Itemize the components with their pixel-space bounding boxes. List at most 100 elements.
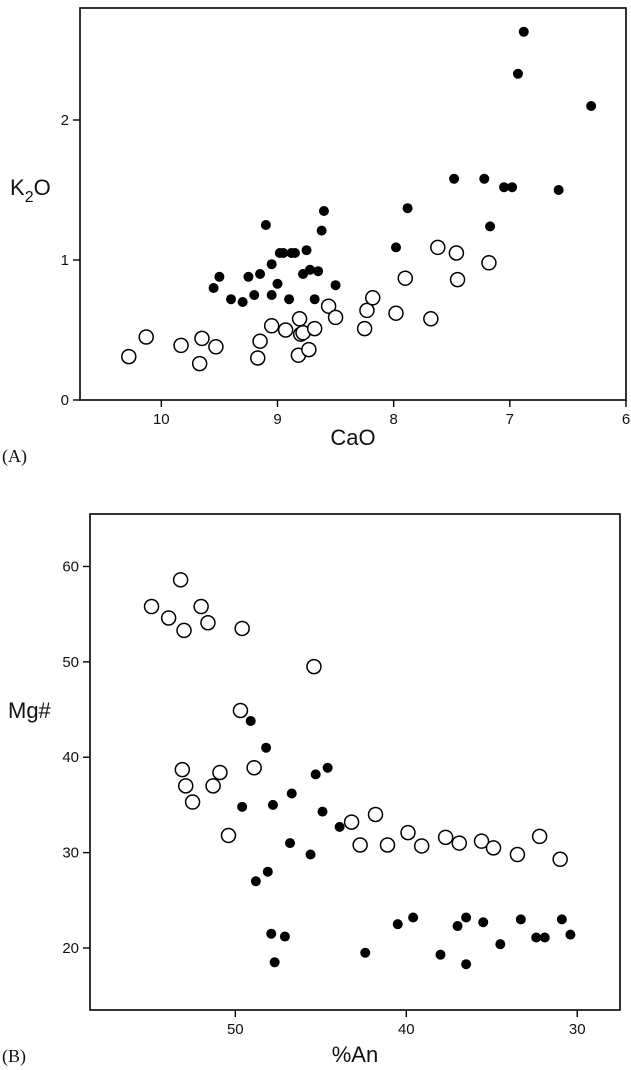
panel-b-x-axis-label: %An — [332, 1042, 378, 1067]
x-tick-label: 8 — [389, 411, 397, 428]
filled-data-point — [243, 271, 254, 282]
open-data-point — [252, 333, 268, 349]
filled-data-point — [305, 849, 316, 860]
open-data-point — [423, 311, 439, 327]
x-tick-label: 7 — [506, 411, 514, 428]
filled-data-point — [316, 225, 327, 236]
open-data-point — [388, 305, 404, 321]
y-tick-label: 20 — [62, 940, 79, 957]
open-data-point — [397, 270, 414, 286]
x-tick-label: 50 — [227, 1021, 244, 1038]
filled-data-point — [495, 939, 506, 950]
open-data-point — [364, 290, 381, 306]
panel-a-x-axis-label: CaO — [330, 425, 375, 450]
panel-b: 50 40 30 20 30 40 50 60 %An Mg# (B) — [2, 513, 621, 1067]
open-data-point — [437, 829, 454, 846]
filled-data-point — [507, 182, 518, 193]
open-data-point — [277, 322, 294, 338]
panel-a-frame — [79, 7, 627, 401]
x-tick-label: 10 — [153, 411, 170, 428]
open-data-point — [200, 614, 216, 631]
open-data-point — [306, 320, 323, 337]
panel-b-label: (B) — [2, 1046, 26, 1067]
open-data-point — [485, 840, 502, 856]
open-data-point — [138, 329, 154, 345]
open-data-point — [208, 339, 224, 355]
open-data-point — [320, 298, 337, 314]
filled-data-point — [272, 278, 283, 289]
filled-data-point — [214, 271, 225, 282]
filled-data-point — [515, 914, 526, 925]
open-data-point — [177, 778, 194, 794]
filled-data-point — [237, 801, 248, 812]
filled-data-point — [313, 266, 324, 277]
filled-data-point — [285, 838, 296, 849]
open-data-point — [306, 658, 322, 675]
filled-data-point — [565, 929, 576, 940]
filled-data-point — [392, 919, 403, 930]
filled-data-point — [245, 715, 256, 726]
panel-b-points — [143, 572, 576, 970]
filled-data-point — [586, 101, 597, 111]
open-data-point — [263, 318, 280, 334]
filled-data-point — [318, 206, 329, 216]
open-data-point — [531, 828, 548, 845]
filled-data-point — [260, 220, 271, 230]
open-data-point — [194, 330, 210, 347]
panel-a-y-label-sub: 2 — [25, 189, 34, 206]
open-data-point — [232, 702, 249, 719]
filled-data-point — [479, 173, 490, 184]
y-tick-label: 2 — [61, 112, 69, 129]
open-data-point — [379, 837, 396, 853]
filled-data-point — [452, 921, 463, 932]
open-data-point — [212, 764, 228, 781]
filled-data-point — [289, 248, 300, 258]
x-tick-label: 6 — [622, 411, 630, 428]
filled-data-point — [250, 876, 261, 887]
y-tick-label: 1 — [61, 252, 69, 269]
open-data-point — [291, 311, 308, 327]
filled-data-point — [267, 799, 278, 810]
filled-data-point — [512, 68, 523, 79]
open-data-point — [400, 824, 416, 841]
y-tick-label: 60 — [62, 558, 79, 575]
filled-data-point — [408, 912, 419, 923]
filled-data-point — [360, 947, 371, 958]
y-tick-label: 40 — [62, 749, 79, 766]
y-tick-label: 30 — [62, 845, 79, 862]
filled-data-point — [266, 290, 277, 300]
open-data-point — [249, 350, 266, 366]
filled-data-point — [334, 821, 345, 832]
filled-data-point — [279, 931, 290, 942]
filled-data-point — [208, 283, 219, 293]
open-data-point — [413, 838, 430, 854]
filled-data-point — [249, 290, 260, 300]
filled-data-point — [309, 294, 320, 305]
filled-data-point — [402, 203, 413, 214]
open-data-point — [473, 833, 490, 849]
filled-data-point — [255, 269, 266, 279]
open-data-point — [356, 320, 373, 337]
open-data-point — [367, 806, 384, 823]
open-data-point — [220, 827, 237, 844]
filled-data-point — [286, 788, 297, 799]
filled-data-point — [518, 26, 529, 37]
open-data-point — [448, 245, 465, 261]
open-data-point — [234, 620, 250, 637]
open-data-point — [191, 355, 208, 372]
open-data-point — [509, 846, 526, 863]
panel-a-label: (A) — [2, 446, 27, 467]
filled-data-point — [261, 742, 272, 753]
open-data-point — [160, 610, 177, 626]
panel-a-y-axis-label: K2O — [10, 175, 51, 206]
open-data-point — [343, 814, 360, 830]
open-data-point — [174, 761, 191, 778]
filled-data-point — [449, 173, 460, 184]
filled-data-point — [539, 932, 550, 943]
filled-data-point — [478, 917, 489, 928]
panel-b-ticks: 50 40 30 20 30 40 50 60 — [62, 558, 585, 1038]
filled-data-point — [435, 949, 446, 960]
filled-data-point — [317, 806, 328, 817]
filled-data-point — [531, 932, 542, 943]
